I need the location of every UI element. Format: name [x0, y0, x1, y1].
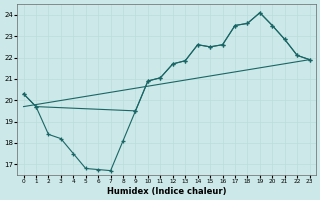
X-axis label: Humidex (Indice chaleur): Humidex (Indice chaleur): [107, 187, 226, 196]
